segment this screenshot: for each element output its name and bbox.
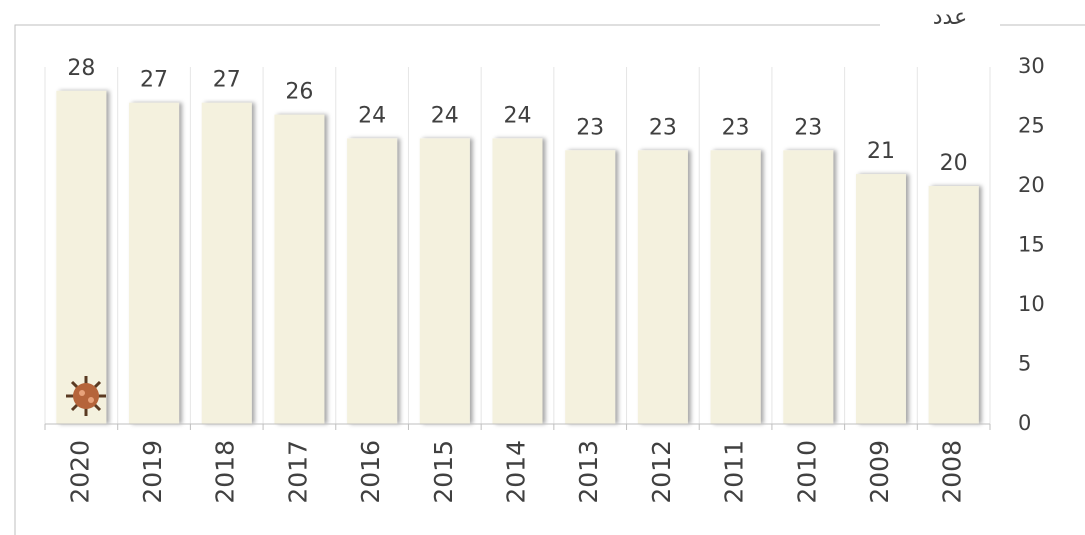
x-tick-label: 2019 (138, 440, 167, 504)
value-label: 23 (576, 115, 604, 140)
x-tick-label: 2015 (429, 440, 458, 504)
bar (565, 150, 616, 425)
x-tick-label: 2017 (283, 440, 312, 504)
y-tick-label: 10 (1018, 292, 1045, 316)
bar (201, 102, 252, 424)
value-label: 26 (285, 80, 313, 105)
value-label: 21 (867, 139, 895, 164)
x-tick-label: 2018 (211, 440, 240, 504)
y-tick-label: 30 (1018, 54, 1045, 78)
value-label: 23 (794, 115, 822, 140)
x-tick-label: 2008 (938, 440, 967, 504)
value-label: 27 (213, 68, 241, 93)
x-tick-label: 2020 (65, 440, 94, 504)
bar (710, 150, 761, 425)
value-label: 24 (504, 103, 532, 128)
value-label: 27 (140, 68, 168, 93)
value-label: 20 (940, 151, 968, 176)
value-label: 24 (358, 103, 386, 128)
value-label: 28 (67, 56, 95, 81)
y-axis-label: عدد (933, 5, 967, 30)
x-tick-label: 2012 (647, 440, 676, 504)
x-tick-label: 2013 (574, 440, 603, 504)
frame (14, 24, 1085, 535)
x-tick-label: 2009 (865, 440, 894, 504)
x-tick-label: 2014 (502, 440, 531, 504)
y-tick-label: 20 (1018, 173, 1045, 197)
bar (56, 90, 107, 425)
y-tick-label: 15 (1018, 233, 1045, 257)
bar (783, 150, 834, 425)
bar (274, 114, 325, 424)
x-tick-label: 2010 (792, 440, 821, 504)
bar (129, 102, 180, 424)
bar (347, 138, 398, 424)
bar (492, 138, 543, 424)
value-label: 23 (722, 115, 750, 140)
y-tick-label: 0 (1018, 411, 1031, 435)
virus-icon (66, 376, 106, 416)
x-tick-label: 2011 (720, 440, 749, 504)
y-tick-label: 5 (1018, 352, 1031, 376)
bar (419, 138, 470, 424)
value-label: 24 (431, 103, 459, 128)
value-label: 23 (649, 115, 677, 140)
bar (637, 150, 688, 425)
bar (928, 186, 979, 424)
y-tick-label: 25 (1018, 114, 1045, 138)
bar (855, 174, 906, 424)
x-tick-label: 2016 (356, 440, 385, 504)
